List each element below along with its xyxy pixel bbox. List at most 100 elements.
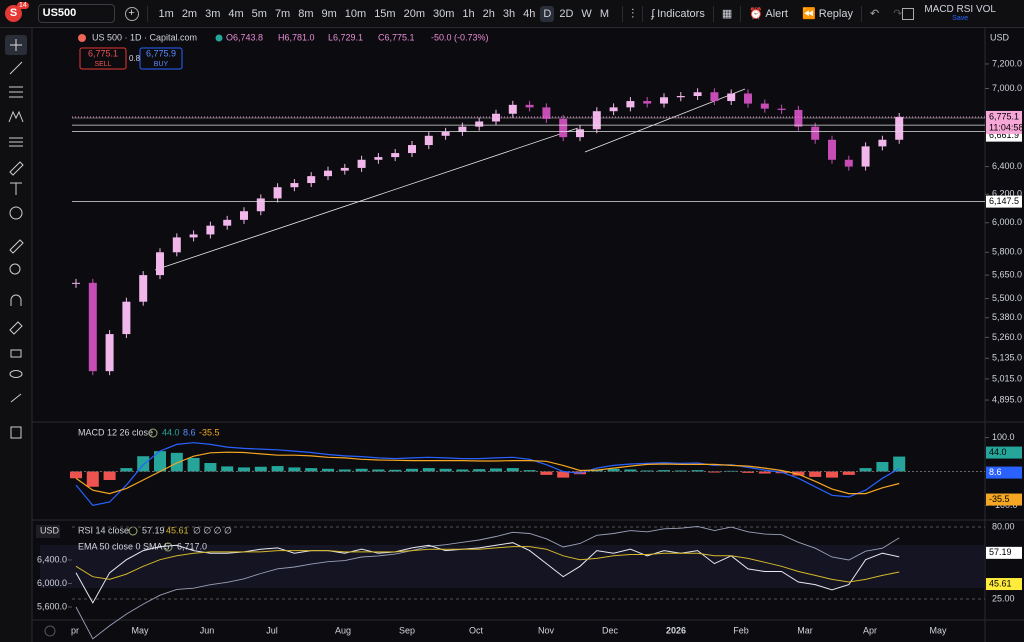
lock-tool[interactable] bbox=[10, 349, 22, 358]
trendline-tool[interactable] bbox=[9, 61, 23, 75]
symbol-search[interactable]: US500 bbox=[37, 4, 115, 23]
interval-button[interactable]: 5m bbox=[251, 7, 267, 20]
y-tick-label: 5,380.0 bbox=[992, 312, 1022, 322]
replay-button[interactable]: ⏪ Replay bbox=[801, 8, 853, 20]
alert-button[interactable]: ⏰ Alert bbox=[749, 8, 788, 20]
macd-histogram-bar bbox=[809, 471, 822, 477]
top-toolbar: S 14 US500 + 1m 2m 3m 4m 5m 7m 8m 9m 10m 15m 20m 30… bbox=[0, 0, 1024, 28]
x-tick-label: Nov bbox=[538, 625, 555, 635]
macd-histogram-bar bbox=[338, 469, 351, 472]
interval-button[interactable]: 8m bbox=[298, 7, 314, 20]
indicators-label: Indicators bbox=[657, 7, 705, 20]
interval-button[interactable]: 1h bbox=[462, 7, 475, 20]
delete-tool[interactable] bbox=[10, 426, 22, 439]
rsi-line bbox=[75, 546, 900, 583]
macd-histogram-bar bbox=[658, 470, 670, 472]
candle bbox=[256, 198, 265, 212]
icon-tool[interactable] bbox=[9, 206, 23, 220]
candle bbox=[559, 118, 568, 138]
candle bbox=[525, 104, 534, 108]
redo-button[interactable]: ↷ bbox=[893, 8, 903, 20]
x-tick-label: May bbox=[929, 625, 947, 635]
interval-button[interactable]: 9m bbox=[321, 7, 337, 20]
price-overlay-line bbox=[75, 526, 900, 640]
logo[interactable]: S 14 bbox=[0, 0, 30, 28]
interval-button[interactable]: 7m bbox=[274, 7, 291, 20]
candle bbox=[492, 113, 500, 122]
candle bbox=[576, 129, 584, 138]
interval-list: 1m 2m 3m 4m 5m 7m 8m 9m 10m 15m 20m 30m 1h 2h 3h 4h D 2D W… bbox=[156, 5, 614, 22]
macd-histogram-bar bbox=[322, 468, 334, 472]
compare-button[interactable]: + bbox=[124, 6, 139, 21]
candle bbox=[609, 107, 618, 112]
y-tick-label: 25.00 bbox=[992, 593, 1015, 603]
layout-icon[interactable] bbox=[902, 7, 915, 20]
layouts-button[interactable]: ▦ bbox=[721, 8, 733, 20]
y-tick-label: 5,135.0 bbox=[992, 353, 1022, 363]
macd-histogram-bar bbox=[254, 466, 267, 472]
x-tick-label: Oct bbox=[469, 625, 484, 635]
candle bbox=[811, 126, 820, 140]
interval-button[interactable]: 2m bbox=[181, 7, 198, 20]
market-status bbox=[215, 34, 223, 42]
candle bbox=[72, 282, 80, 284]
forecast-tool[interactable] bbox=[9, 137, 23, 147]
left-toolbar bbox=[0, 28, 32, 642]
interval-button[interactable]: 3m bbox=[205, 7, 221, 20]
undo-button[interactable]: ↶ bbox=[869, 8, 880, 20]
trendline-drawing[interactable] bbox=[154, 127, 579, 271]
ruler-tool[interactable] bbox=[9, 239, 24, 254]
draw-mode-tool[interactable] bbox=[9, 321, 23, 335]
rsi-value-label: 57.19 bbox=[989, 547, 1012, 557]
y-tick-label: 5,800.0 bbox=[992, 247, 1022, 257]
sell-button[interactable] bbox=[79, 47, 127, 70]
level-label-box bbox=[986, 195, 1022, 208]
interval-button[interactable]: 4h bbox=[523, 7, 536, 20]
candle bbox=[626, 101, 635, 108]
brush-tool[interactable] bbox=[9, 161, 24, 176]
fib-tool[interactable] bbox=[9, 86, 23, 98]
interval-button[interactable]: W bbox=[581, 7, 592, 20]
interval-button[interactable]: 2h bbox=[482, 7, 495, 20]
interval-button[interactable]: 1m bbox=[158, 7, 174, 20]
interval-button[interactable]: 2D bbox=[559, 7, 574, 20]
link-tool[interactable] bbox=[10, 393, 22, 403]
hide-tool[interactable] bbox=[9, 370, 23, 378]
indicators-button[interactable]: ʄ Indicators bbox=[651, 7, 705, 20]
layout-name[interactable]: MACD RSI VOL Save bbox=[924, 5, 996, 23]
macd-histogram-bar bbox=[271, 466, 284, 472]
candle bbox=[542, 107, 551, 119]
zoom-tool[interactable] bbox=[9, 263, 21, 275]
candle bbox=[189, 234, 198, 238]
text-tool[interactable] bbox=[10, 182, 22, 195]
interval-button[interactable]: 3h bbox=[502, 7, 516, 20]
interval-button[interactable]: D bbox=[540, 5, 555, 22]
interval-button[interactable]: M bbox=[599, 7, 609, 20]
pattern-tool[interactable] bbox=[8, 110, 24, 123]
magnet-tool[interactable] bbox=[10, 294, 22, 306]
macd-histogram-bar bbox=[120, 468, 133, 472]
interval-button[interactable]: 30m bbox=[433, 7, 455, 20]
notification-badge: 14 bbox=[17, 1, 29, 9]
macd-histogram-bar bbox=[506, 468, 519, 472]
x-tick-label: Dec bbox=[602, 625, 619, 635]
chart-type-button[interactable]: ⫶ bbox=[630, 5, 635, 21]
interval-button[interactable]: 10m bbox=[344, 7, 367, 20]
crosshair-icon bbox=[10, 39, 22, 51]
separator bbox=[642, 5, 644, 22]
macd-signal-legend: -35.5 bbox=[199, 427, 220, 437]
interval-button[interactable]: 4m bbox=[228, 7, 244, 20]
macd-histogram-bar bbox=[540, 471, 553, 475]
buy-button[interactable] bbox=[139, 47, 183, 70]
interval-button[interactable]: 15m bbox=[374, 7, 396, 20]
interval-button[interactable]: 20m bbox=[403, 7, 425, 20]
macd-histogram-bar bbox=[154, 451, 166, 472]
x-tick-label: 2026 bbox=[666, 625, 686, 635]
level-label: 6,661.9 bbox=[989, 130, 1019, 140]
candle bbox=[828, 139, 836, 160]
macd-histogram-bar bbox=[842, 471, 855, 475]
timezone-icon[interactable] bbox=[44, 625, 56, 637]
candle bbox=[844, 159, 853, 167]
level-label: 6,147.5 bbox=[989, 196, 1019, 206]
